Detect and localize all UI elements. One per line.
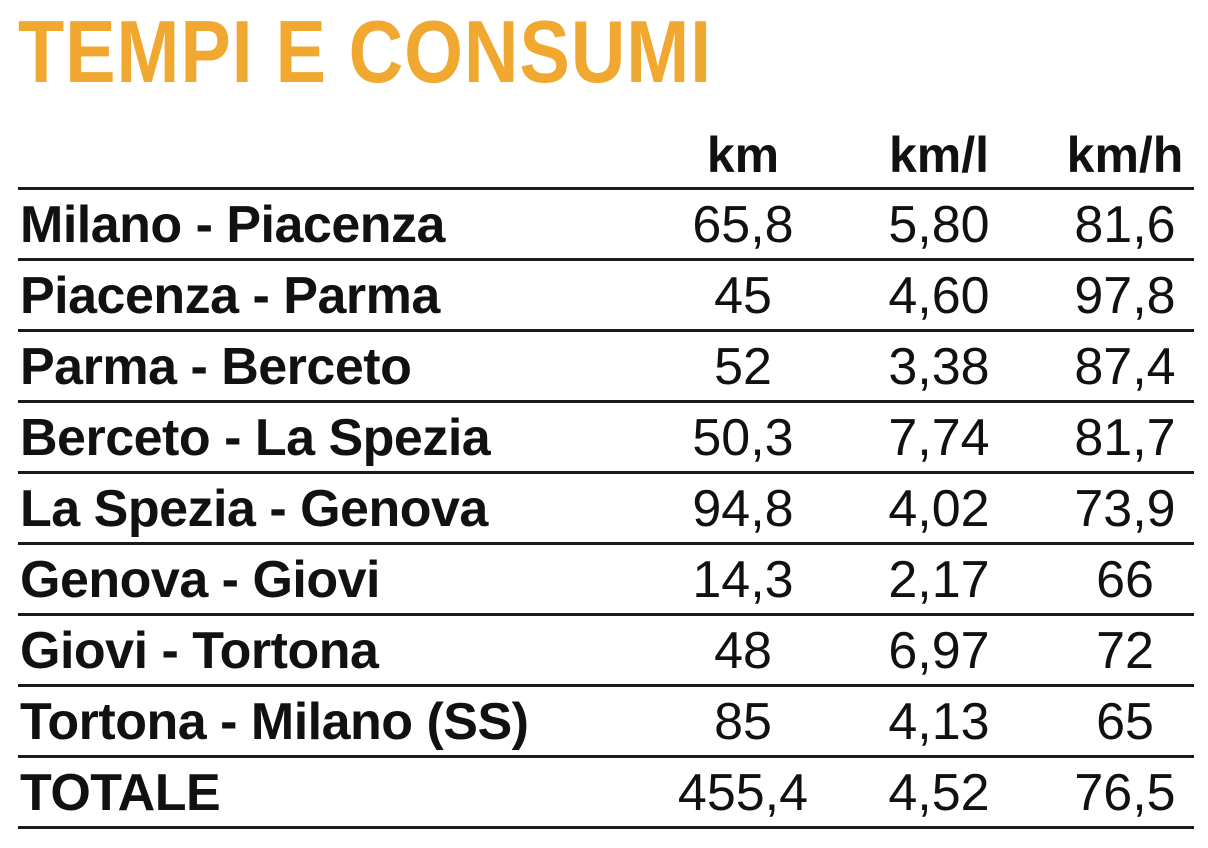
cell-km-per-liter-total: 4,52: [888, 764, 990, 822]
table-row: Berceto - La Spezia 50,3 7,74 81,7: [18, 403, 1194, 474]
cell-km-per-hour: 72: [1096, 622, 1154, 680]
row-label: Giovi - Tortona: [20, 622, 379, 680]
data-table: km km/l km/h Milano - Piacenza 65,8 5,80…: [18, 118, 1194, 829]
table-row: Giovi - Tortona 48 6,97 72: [18, 616, 1194, 687]
cell-km-per-hour-total: 76,5: [1074, 764, 1176, 822]
table-row: Tortona - Milano (SS) 85 4,13 65: [18, 687, 1194, 758]
cell-km: 85: [714, 693, 772, 751]
cell-km-per-liter: 3,38: [888, 338, 990, 396]
row-label: Parma - Berceto: [20, 338, 412, 396]
row-label-total: TOTALE: [20, 764, 221, 822]
column-header-km-per-liter: km/l: [888, 127, 990, 183]
cell-km-per-hour: 65: [1096, 693, 1154, 751]
cell-km: 14,3: [692, 551, 794, 609]
row-label: Berceto - La Spezia: [20, 409, 491, 467]
table-row: La Spezia - Genova 94,8 4,02 73,9: [18, 474, 1194, 545]
table-row: Genova - Giovi 14,3 2,17 66: [18, 545, 1194, 616]
cell-km: 45: [714, 267, 772, 325]
table-row-total: TOTALE 455,4 4,52 76,5: [18, 758, 1194, 829]
cell-km-per-hour: 66: [1096, 551, 1154, 609]
table-row: Milano - Piacenza 65,8 5,80 81,6: [18, 190, 1194, 261]
table-header-row: km km/l km/h: [18, 118, 1194, 190]
cell-km: 50,3: [692, 409, 794, 467]
cell-km: 52: [714, 338, 772, 396]
table-row: Parma - Berceto 52 3,38 87,4: [18, 332, 1194, 403]
cell-km: 48: [714, 622, 772, 680]
cell-km-per-liter: 2,17: [888, 551, 990, 609]
cell-km-per-liter: 4,02: [888, 480, 990, 538]
cell-km-total: 455,4: [677, 764, 809, 822]
table-row: Piacenza - Parma 45 4,60 97,8: [18, 261, 1194, 332]
cell-km-per-liter: 7,74: [888, 409, 990, 467]
row-label: La Spezia - Genova: [20, 480, 488, 538]
column-header-km: km: [706, 127, 780, 183]
cell-km-per-hour: 81,6: [1074, 196, 1176, 254]
column-header-km-per-hour: km/h: [1066, 127, 1184, 183]
cell-km-per-hour: 87,4: [1074, 338, 1176, 396]
cell-km-per-hour: 97,8: [1074, 267, 1176, 325]
cell-km-per-hour: 73,9: [1074, 480, 1176, 538]
row-label: Piacenza - Parma: [20, 267, 440, 325]
cell-km-per-liter: 4,13: [888, 693, 990, 751]
chart-title: TEMPI E CONSUMI: [18, 2, 713, 101]
cell-km: 94,8: [692, 480, 794, 538]
cell-km-per-hour: 81,7: [1074, 409, 1176, 467]
row-label: Tortona - Milano (SS): [20, 693, 529, 751]
row-label: Milano - Piacenza: [20, 196, 445, 254]
cell-km-per-liter: 4,60: [888, 267, 990, 325]
cell-km: 65,8: [692, 196, 794, 254]
cell-km-per-liter: 6,97: [888, 622, 990, 680]
row-label: Genova - Giovi: [20, 551, 380, 609]
cell-km-per-liter: 5,80: [888, 196, 990, 254]
